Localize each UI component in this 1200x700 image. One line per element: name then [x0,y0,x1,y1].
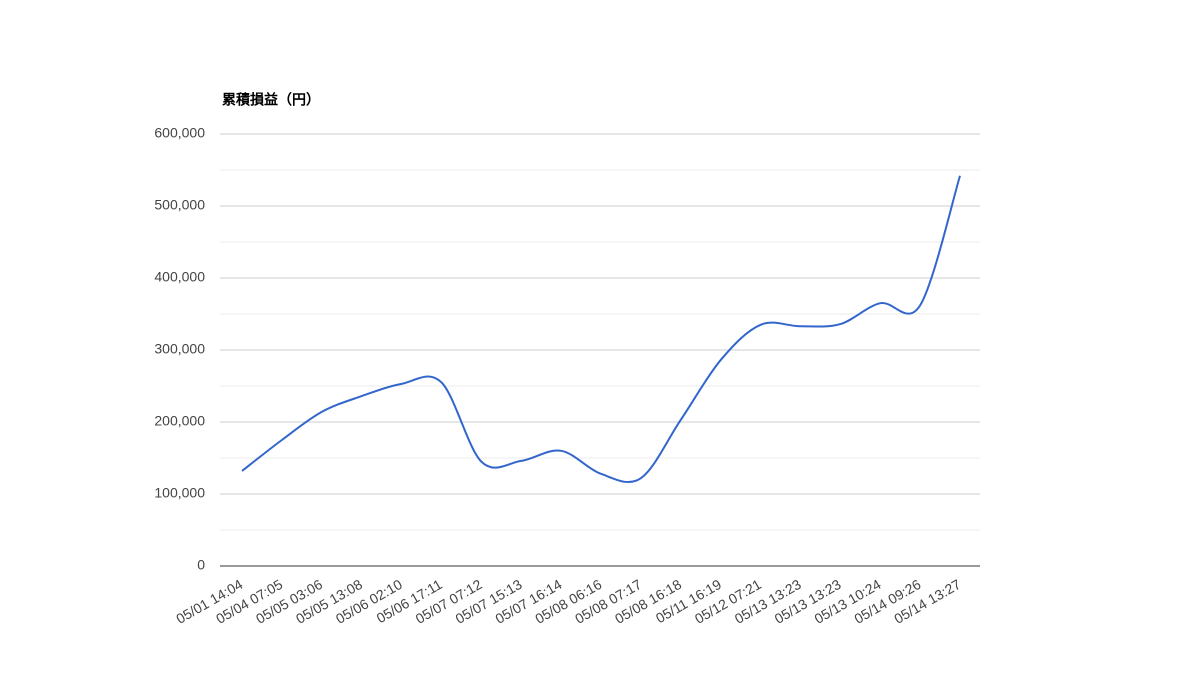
axis-title: 累積損益（円） [222,92,320,108]
y-tick-label: 200,000 [154,413,205,429]
y-tick-label: 300,000 [154,341,205,357]
y-tick-label: 0 [197,557,205,573]
y-tick-label: 500,000 [154,197,205,213]
y-tick-label: 600,000 [154,125,205,141]
y-tick-label: 400,000 [154,269,205,285]
y-tick-label: 100,000 [154,485,205,501]
line [241,175,961,483]
